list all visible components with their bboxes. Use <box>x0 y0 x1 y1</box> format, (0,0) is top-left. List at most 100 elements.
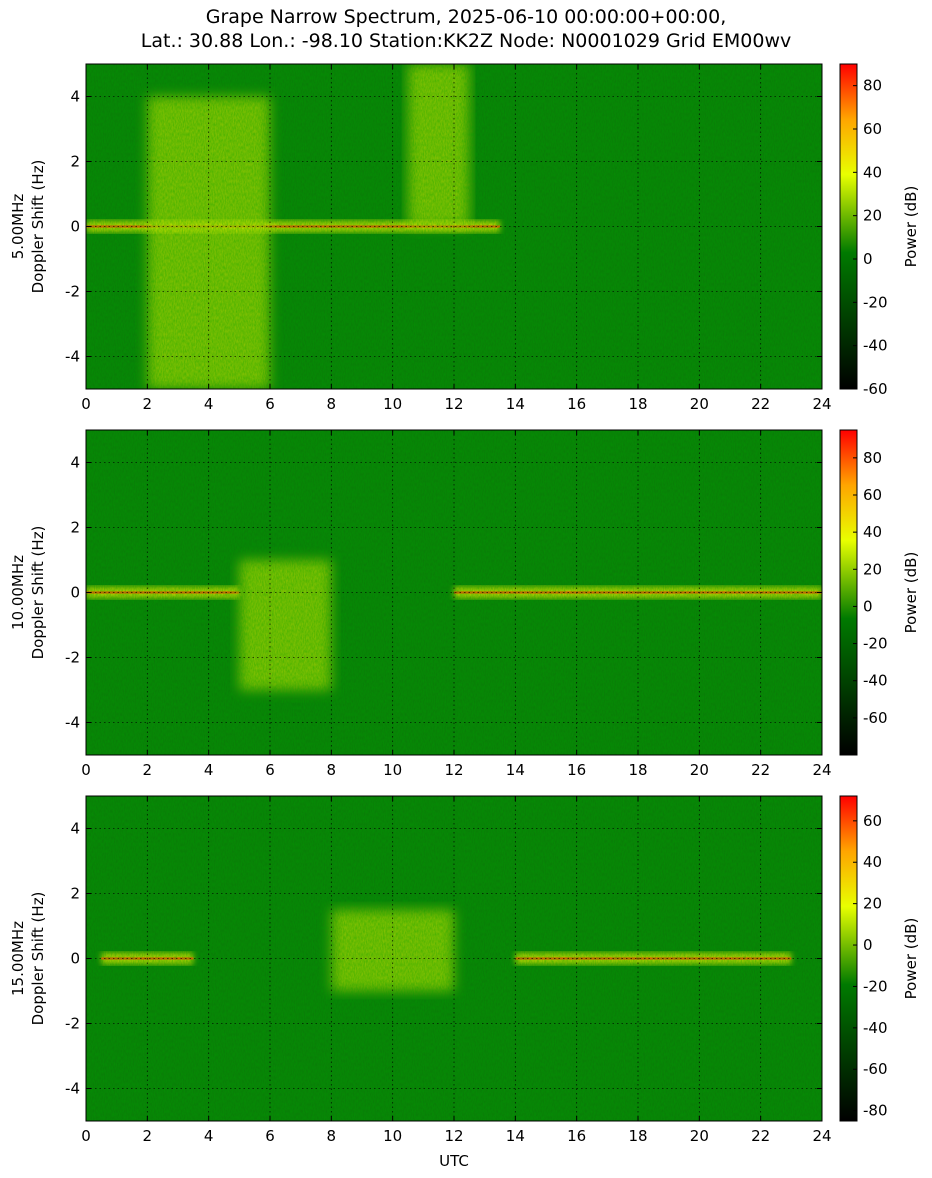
x-tick-label: 14 <box>506 761 525 779</box>
colorbar-tick-label: -20 <box>863 635 888 653</box>
colorbar-label: Power (dB) <box>902 918 920 1000</box>
colorbar-gradient <box>839 429 858 756</box>
colorbar-tick-label: -60 <box>863 709 888 727</box>
colorbar-tick-label: -80 <box>863 1102 888 1120</box>
colorbar-tick-label: -40 <box>863 337 888 355</box>
y-axis-label-frequency: 15.00MHz <box>9 921 27 996</box>
y-axis-label-doppler: Doppler Shift (Hz) <box>29 160 47 294</box>
colorbar-tick-label: 80 <box>863 449 882 467</box>
x-tick-label: 12 <box>444 1127 463 1145</box>
colorbar-tick-label: 20 <box>863 560 882 578</box>
colorbar-gradient <box>839 63 858 390</box>
colorbar-tick-label: -20 <box>863 293 888 311</box>
x-axis-label: UTC <box>439 1152 469 1170</box>
x-tick-label: 24 <box>812 761 831 779</box>
x-tick-label: 22 <box>751 395 770 413</box>
y-tick-label: -4 <box>65 348 80 366</box>
y-tick-label: -2 <box>65 1015 80 1033</box>
x-tick-label: 0 <box>81 761 91 779</box>
x-tick-label: 24 <box>812 1127 831 1145</box>
x-tick-label: 22 <box>751 761 770 779</box>
y-tick-label: -2 <box>65 649 80 667</box>
y-tick-label: 4 <box>70 820 80 838</box>
x-tick-label: 0 <box>81 395 91 413</box>
y-tick-label: 2 <box>70 153 80 171</box>
x-tick-label: 6 <box>265 1127 275 1145</box>
x-tick-label: 10 <box>383 395 402 413</box>
colorbar-tick-label: -40 <box>863 1019 888 1037</box>
colorbar-tick-label: -20 <box>863 977 888 995</box>
x-tick-label: 20 <box>690 1127 709 1145</box>
x-tick-label: 14 <box>506 1127 525 1145</box>
x-tick-label: 0 <box>81 1127 91 1145</box>
x-tick-label: 16 <box>567 1127 586 1145</box>
colorbar-tick-label: 60 <box>863 812 882 830</box>
colorbar-tick-label: 0 <box>863 597 873 615</box>
colorbar-tick-label: 20 <box>863 895 882 913</box>
colorbar: -80 -60 -40 -20 0 20 40 60 Power (dB) <box>839 795 920 1122</box>
x-tick-label: 8 <box>327 1127 337 1145</box>
y-tick-label: -4 <box>65 1080 80 1098</box>
x-tick-label: 10 <box>383 761 402 779</box>
y-axis-label-frequency: 5.00MHz <box>9 194 27 260</box>
x-tick-label: 22 <box>751 1127 770 1145</box>
colorbar-tick-label: 80 <box>863 77 882 95</box>
colorbar-gradient <box>839 795 858 1122</box>
x-tick-label: 10 <box>383 1127 402 1145</box>
y-axis-label-doppler: Doppler Shift (Hz) <box>29 526 47 660</box>
x-tick-label: 2 <box>143 1127 153 1145</box>
x-tick-label: 18 <box>628 761 647 779</box>
x-tick-label: 8 <box>327 395 337 413</box>
colorbar-tick-label: -40 <box>863 672 888 690</box>
colorbar-label: Power (dB) <box>902 186 920 268</box>
y-tick-label: 0 <box>70 218 80 236</box>
y-axis-label-frequency: 10.00MHz <box>9 555 27 630</box>
y-tick-label: -4 <box>65 714 80 732</box>
colorbar-tick-label: 40 <box>863 163 882 181</box>
y-tick-label: 2 <box>70 885 80 903</box>
colorbar-tick-label: -60 <box>863 380 888 398</box>
x-tick-label: 16 <box>567 395 586 413</box>
y-tick-label: 4 <box>70 454 80 472</box>
x-tick-label: 24 <box>812 395 831 413</box>
x-tick-label: 20 <box>690 761 709 779</box>
chart-title-line-1: Grape Narrow Spectrum, 2025-06-10 00:00:… <box>205 6 727 28</box>
x-tick-label: 6 <box>265 395 275 413</box>
y-axis-label-doppler: Doppler Shift (Hz) <box>29 892 47 1026</box>
x-tick-label: 8 <box>327 761 337 779</box>
y-tick-label: 2 <box>70 519 80 537</box>
colorbar-tick-label: 40 <box>863 523 882 541</box>
x-tick-label: 2 <box>143 761 153 779</box>
x-tick-label: 12 <box>444 761 463 779</box>
y-tick-label: 4 <box>70 88 80 106</box>
x-tick-label: 14 <box>506 395 525 413</box>
x-tick-label: 12 <box>444 395 463 413</box>
x-tick-label: 16 <box>567 761 586 779</box>
x-tick-label: 20 <box>690 395 709 413</box>
chart-title-line-2: Lat.: 30.88 Lon.: -98.10 Station:KK2Z No… <box>140 30 792 52</box>
y-tick-label: -2 <box>65 283 80 301</box>
x-tick-label: 2 <box>143 395 153 413</box>
colorbar-tick-label: 40 <box>863 853 882 871</box>
colorbar: -60 -40 -20 0 20 40 60 80 Power (dB) <box>839 429 920 756</box>
colorbar: -60 -40 -20 0 20 40 60 80 Power (dB) <box>839 63 920 398</box>
x-tick-label: 4 <box>204 761 214 779</box>
y-tick-label: 0 <box>70 950 80 968</box>
x-tick-label: 4 <box>204 395 214 413</box>
colorbar-tick-label: 60 <box>863 120 882 138</box>
y-tick-label: 0 <box>70 584 80 602</box>
colorbar-label: Power (dB) <box>902 552 920 634</box>
colorbar-tick-label: 0 <box>863 936 873 954</box>
colorbar-tick-label: 0 <box>863 250 873 268</box>
x-tick-label: 18 <box>628 395 647 413</box>
x-tick-label: 4 <box>204 1127 214 1145</box>
colorbar-tick-label: 20 <box>863 207 882 225</box>
x-tick-label: 6 <box>265 761 275 779</box>
colorbar-tick-label: -60 <box>863 1060 888 1078</box>
colorbar-tick-label: 60 <box>863 486 882 504</box>
